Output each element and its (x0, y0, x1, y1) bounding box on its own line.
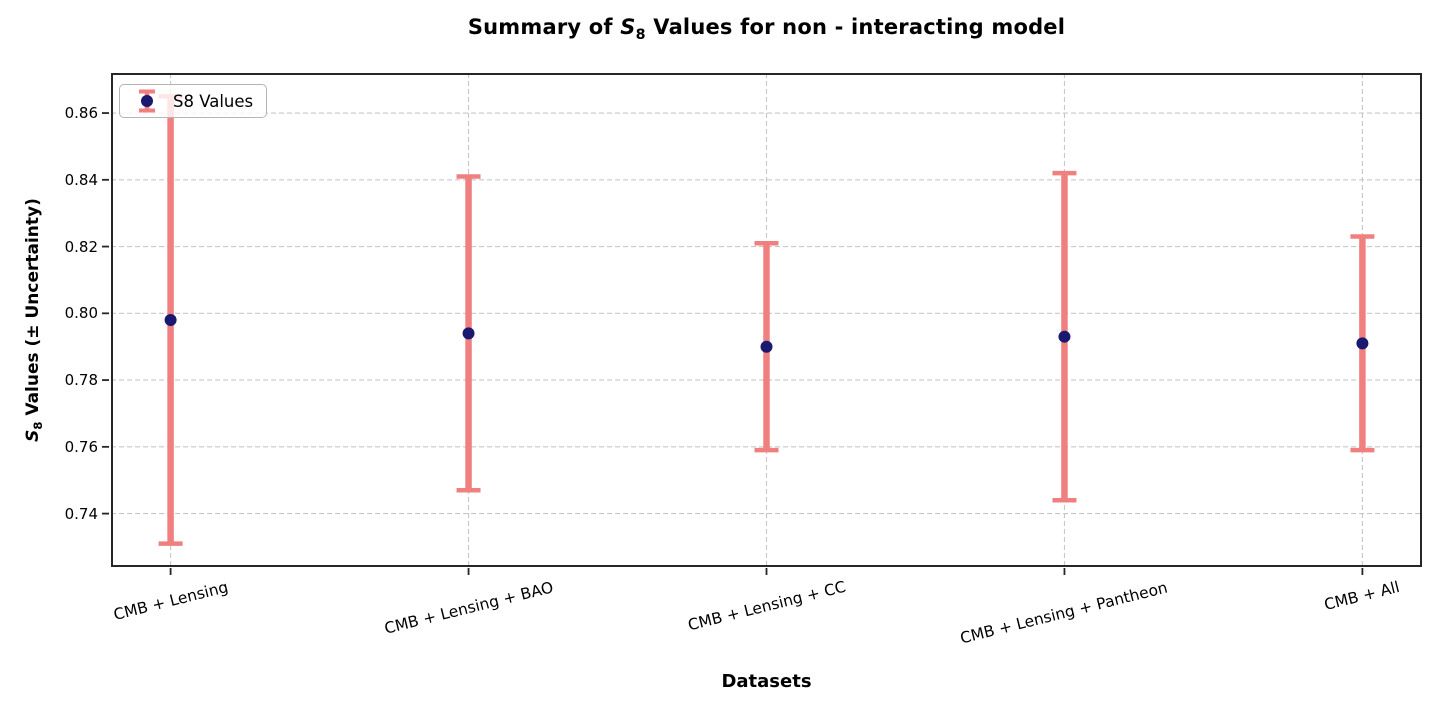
axes-spines (111, 73, 1422, 567)
x-tick-label: CMB + All (1322, 578, 1402, 615)
y-tick-label: 0.80 (64, 304, 98, 323)
y-tick-label: 0.78 (64, 371, 98, 390)
x-tick-label: CMB + Lensing + CC (685, 578, 848, 635)
y-tick-label: 0.76 (64, 437, 98, 456)
x-tick-label: CMB + Lensing + Pantheon (958, 578, 1170, 648)
title-text-pre: Summary of (467, 15, 621, 39)
title-text-post: Values for non - interacting model (645, 15, 1066, 39)
ylabel-math-sub: 8 (31, 421, 46, 430)
chart-title: Summary of S8 Values for non - interacti… (111, 15, 1422, 43)
x-axis-label: Datasets (721, 671, 812, 692)
data-point (164, 314, 177, 326)
plot-area (102, 73, 1422, 575)
y-tick-label: 0.82 (64, 237, 98, 256)
title-math-sub: 8 (635, 26, 646, 43)
x-tick-label: CMB + Lensing + BAO (382, 578, 555, 638)
data-point (760, 340, 773, 353)
y-tick-label: 0.84 (64, 170, 98, 189)
errorbar-marker-icon (139, 89, 155, 113)
data-point (1356, 337, 1369, 350)
data-point (462, 327, 475, 340)
legend: S8 Values (119, 84, 268, 118)
data-point (1058, 330, 1071, 343)
y-tick-label: 0.74 (64, 504, 98, 523)
legend-label: S8 Values (173, 91, 254, 111)
title-math-s: S (620, 15, 636, 39)
x-tick-label: CMB + Lensing (111, 578, 230, 624)
y-tick-label: 0.86 (64, 104, 98, 123)
